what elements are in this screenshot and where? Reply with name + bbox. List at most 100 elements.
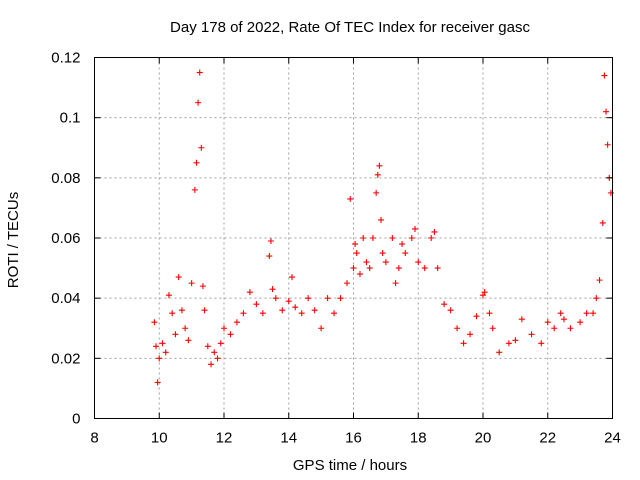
data-point: [431, 228, 438, 235]
data-point: [373, 189, 380, 196]
data-point: [165, 292, 172, 299]
data-point: [382, 259, 389, 266]
data-point: [352, 241, 359, 248]
data-point: [204, 343, 211, 350]
y-tick-label: 0.12: [51, 50, 80, 67]
data-point: [350, 265, 357, 272]
data-point: [356, 271, 363, 278]
x-tick-label: 12: [216, 430, 233, 447]
data-point: [601, 72, 608, 79]
data-point: [389, 235, 396, 241]
data-point: [233, 319, 240, 326]
data-point: [185, 337, 192, 344]
data-point: [374, 171, 381, 178]
y-tick-label: 0.02: [51, 350, 80, 367]
data-point: [279, 307, 286, 314]
y-axis-label: ROTI / TECUs: [5, 192, 22, 288]
data-point: [577, 319, 584, 326]
x-tick-label: 8: [90, 430, 98, 447]
data-point: [544, 319, 551, 326]
data-point: [195, 99, 202, 106]
data-point: [369, 235, 376, 241]
x-tick-label: 24: [604, 430, 621, 447]
data-point: [324, 295, 331, 302]
data-point: [285, 298, 292, 305]
data-point: [331, 310, 338, 317]
data-point: [460, 340, 467, 347]
data-point: [288, 274, 295, 281]
x-tick-label: 10: [151, 430, 168, 447]
data-point: [298, 310, 305, 317]
data-point: [363, 259, 370, 266]
data-point: [421, 265, 428, 272]
data-point: [596, 277, 603, 284]
data-point: [480, 292, 486, 299]
data-point: [305, 295, 312, 302]
data-point: [528, 331, 535, 338]
data-point: [489, 325, 496, 332]
data-points: [151, 69, 614, 386]
data-point: [214, 355, 221, 362]
data-point: [538, 340, 545, 347]
data-point: [486, 310, 493, 317]
y-tick-label: 0: [72, 411, 80, 428]
data-point: [269, 286, 276, 293]
data-point: [366, 265, 373, 272]
data-point: [259, 310, 266, 317]
data-point: [551, 325, 558, 332]
data-point: [415, 259, 422, 266]
data-point: [441, 301, 448, 308]
data-point: [583, 310, 590, 317]
data-point: [428, 235, 435, 241]
data-point: [395, 265, 402, 272]
x-axis-label: GPS time / hours: [293, 457, 407, 474]
data-point: [311, 307, 318, 314]
data-point: [318, 325, 325, 332]
data-point: [246, 289, 253, 296]
data-point: [473, 313, 480, 320]
data-point: [292, 304, 299, 311]
data-point: [162, 349, 169, 356]
chart-title: Day 178 of 2022, Rate Of TEC Index for r…: [170, 19, 530, 36]
data-point: [408, 235, 415, 241]
data-point: [188, 280, 195, 287]
data-point: [272, 295, 279, 302]
data-point: [198, 144, 205, 151]
data-point: [267, 238, 274, 245]
data-point: [182, 325, 189, 332]
data-point: [412, 225, 419, 232]
data-point: [227, 331, 234, 338]
data-point: [154, 379, 161, 386]
data-point: [266, 253, 273, 260]
x-tick-label: 20: [475, 430, 492, 447]
data-point: [603, 108, 610, 115]
data-point: [211, 349, 218, 356]
data-point: [156, 355, 163, 362]
data-point: [344, 280, 351, 287]
data-point: [169, 310, 176, 317]
y-axis-ticks: 0 0.02 0.04 0.06 0.08 0.1 0.12: [51, 50, 613, 428]
x-axis-ticks: 8 10 12 14 16 18 20 22 24: [90, 57, 621, 447]
data-point: [447, 307, 454, 314]
data-point: [201, 307, 208, 314]
data-point: [402, 250, 409, 257]
data-point: [196, 69, 203, 76]
data-point: [193, 159, 200, 166]
x-tick-label: 16: [345, 430, 362, 447]
data-point: [481, 289, 488, 296]
x-tick-label: 14: [280, 430, 297, 447]
data-point: [172, 331, 179, 338]
data-point: [378, 216, 385, 223]
data-point: [593, 295, 600, 302]
data-point: [347, 195, 354, 202]
data-point: [567, 325, 574, 332]
data-point: [153, 343, 160, 350]
data-point: [240, 310, 247, 317]
data-point: [454, 325, 461, 332]
y-tick-label: 0.06: [51, 230, 80, 247]
data-point: [599, 219, 606, 226]
data-point: [353, 250, 360, 257]
data-point: [560, 316, 567, 323]
data-point: [399, 241, 406, 248]
